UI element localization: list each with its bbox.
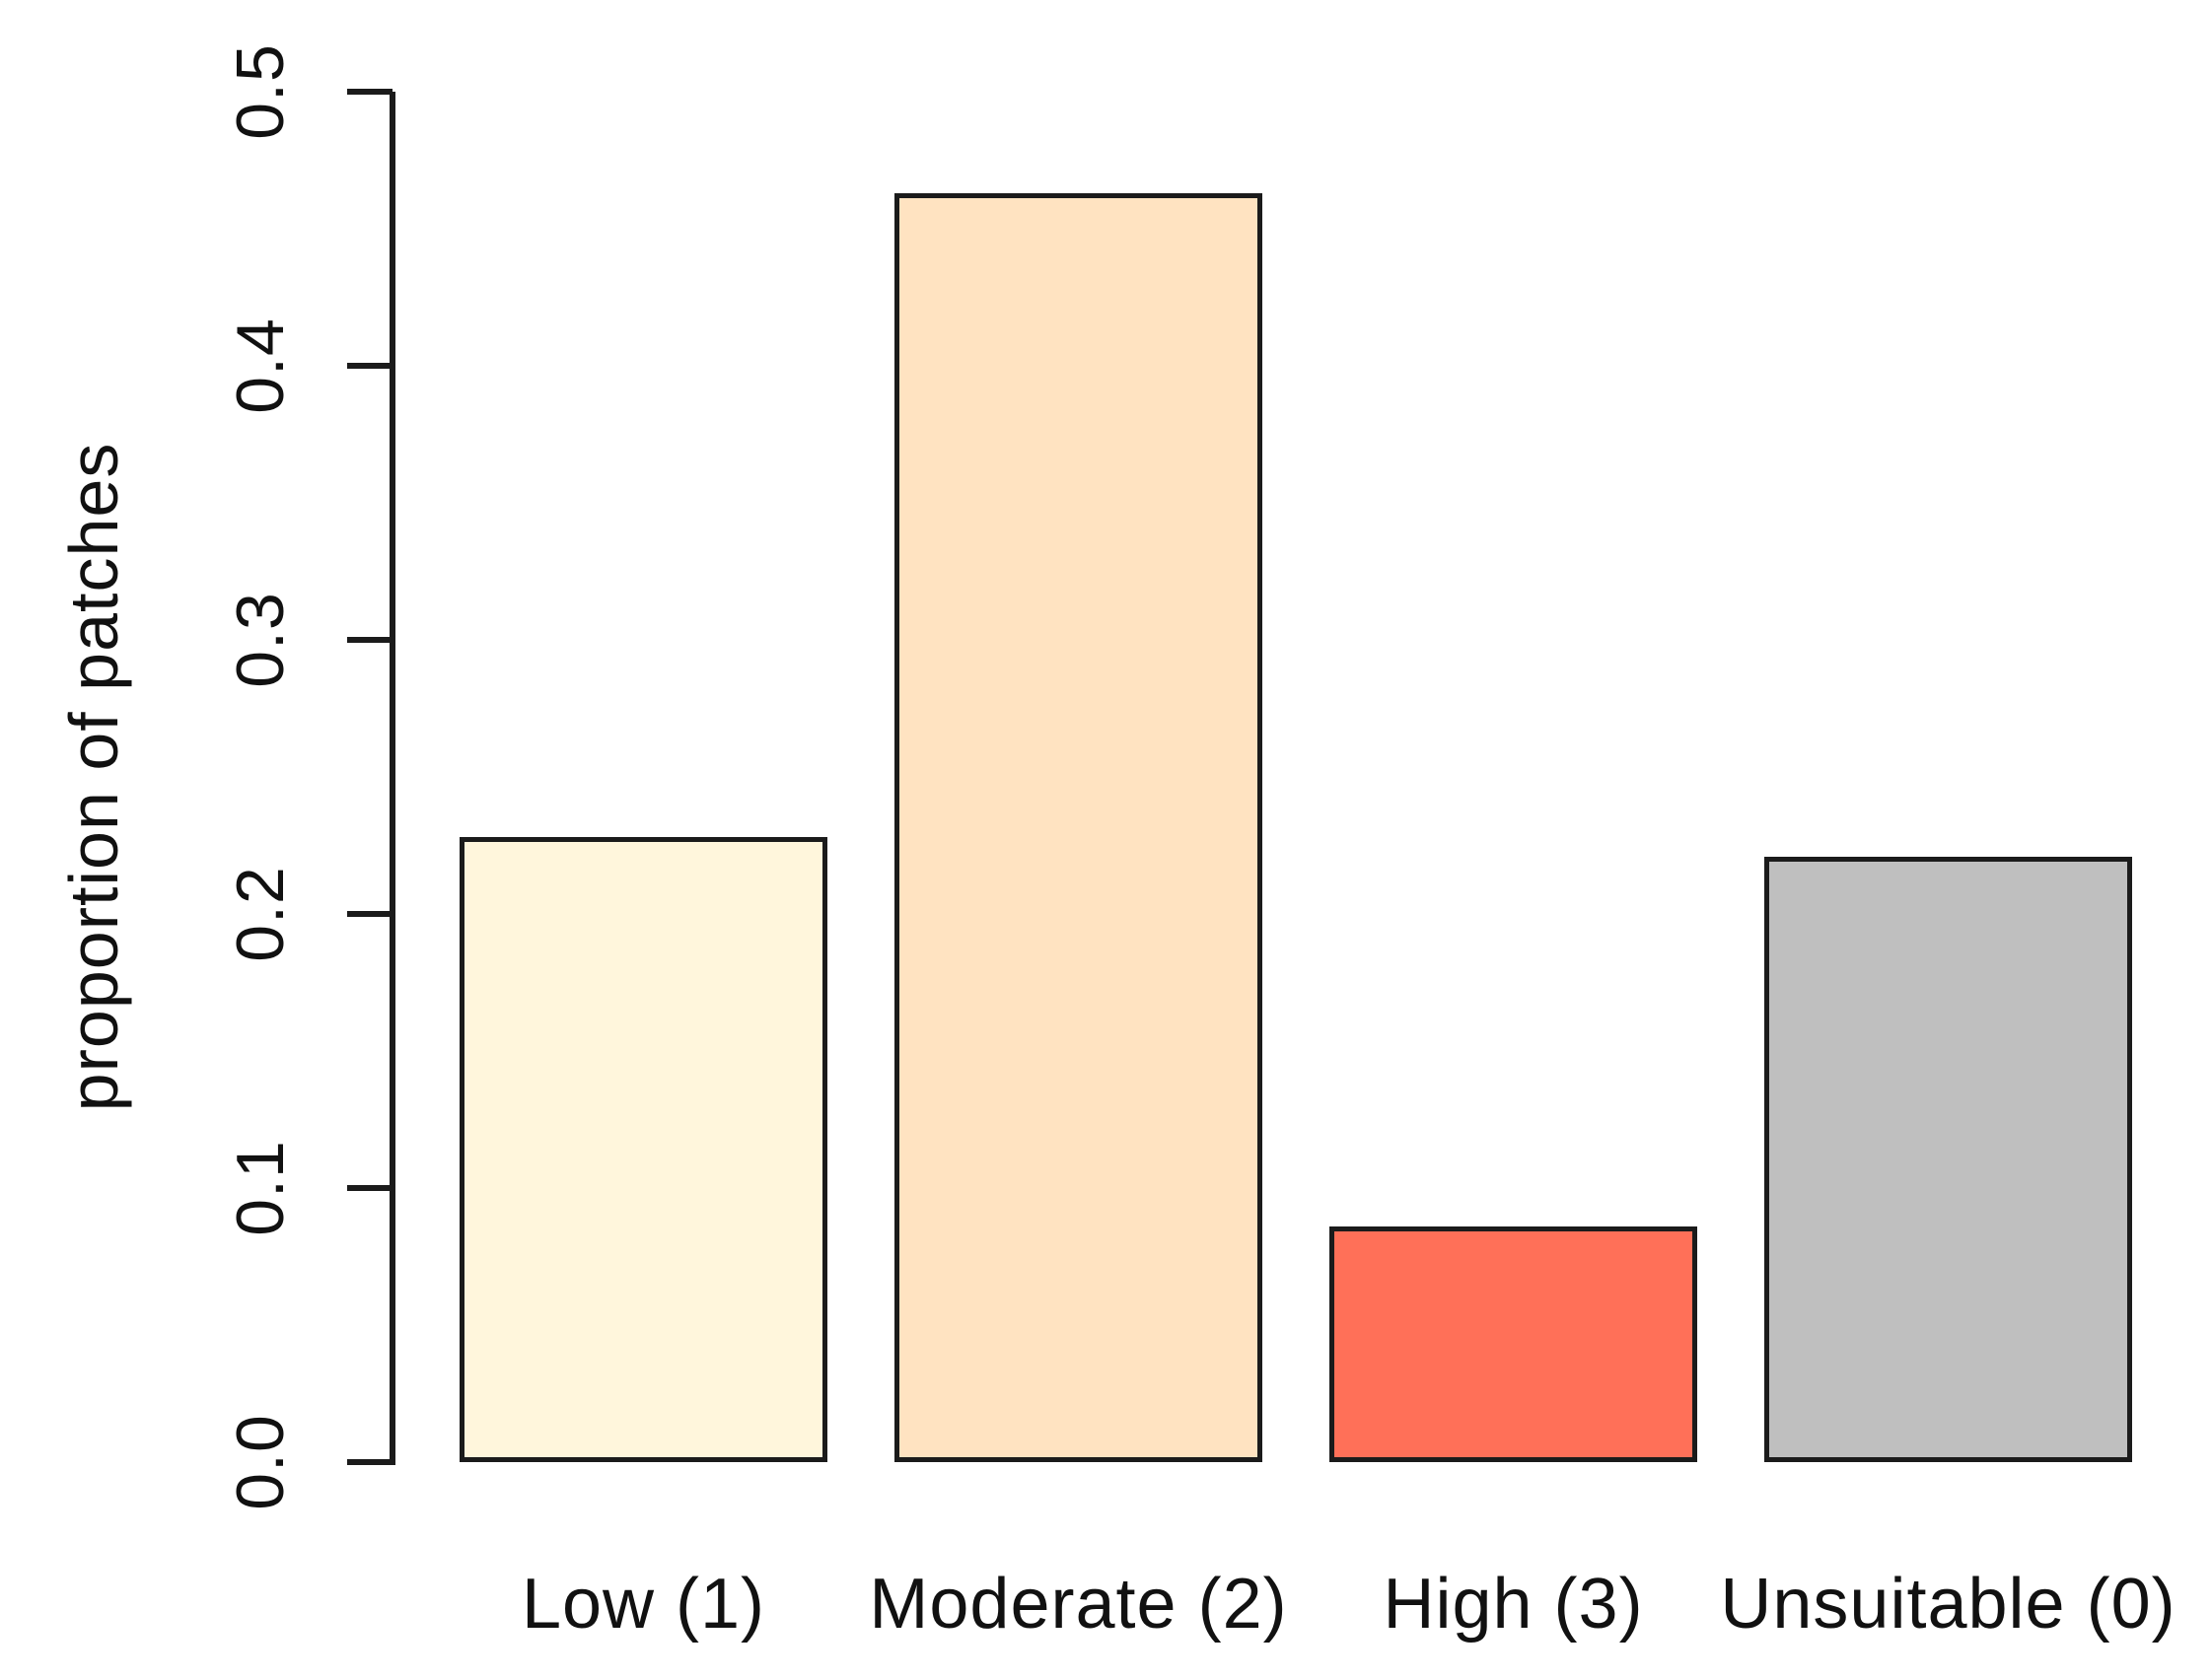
bar-moderate-2 xyxy=(894,192,1262,1462)
x-tick-label: High (3) xyxy=(1383,1565,1644,1644)
y-axis-line xyxy=(390,92,395,1465)
y-axis-tick xyxy=(347,89,392,95)
y-axis-tick xyxy=(347,911,392,917)
x-tick-label: Unsuitable (0) xyxy=(1720,1565,2176,1644)
bar-low-1 xyxy=(460,837,827,1462)
y-axis-tick xyxy=(347,637,392,643)
y-axis-tick xyxy=(347,363,392,369)
y-axis-tick xyxy=(347,1185,392,1191)
y-tick-label: 0.2 xyxy=(223,866,298,962)
bar-high-3 xyxy=(1329,1225,1697,1462)
y-tick-label: 0.5 xyxy=(223,43,298,140)
x-tick-label: Low (1) xyxy=(521,1565,766,1644)
y-tick-label: 0.0 xyxy=(223,1414,298,1510)
bar-unsuitable-0 xyxy=(1764,856,2132,1462)
y-tick-label: 0.4 xyxy=(223,317,298,414)
y-axis-title: proportion of patches xyxy=(55,442,132,1112)
y-tick-label: 0.1 xyxy=(223,1140,298,1236)
x-tick-label: Moderate (2) xyxy=(869,1565,1288,1644)
y-axis-tick xyxy=(347,1459,392,1465)
y-tick-label: 0.3 xyxy=(223,592,298,688)
